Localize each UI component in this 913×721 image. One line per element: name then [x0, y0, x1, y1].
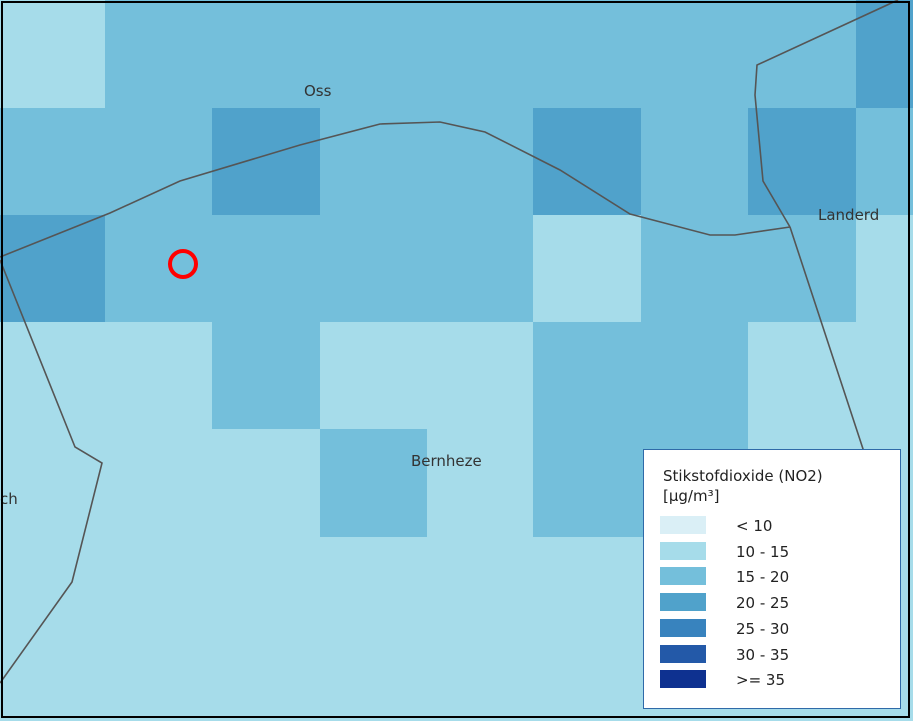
grid-cell: [212, 108, 320, 215]
municipal-boundaries: [0, 0, 899, 684]
grid-cell: [0, 537, 105, 644]
grid-cell: [427, 537, 533, 644]
legend-title: Stikstofdioxide (NO2) [µg/m³]: [663, 466, 823, 506]
legend-title-unit: [µg/m³]: [663, 487, 720, 505]
grid-cell: [748, 108, 856, 215]
grid-cell: [856, 215, 913, 322]
grid-cell: [427, 429, 533, 537]
grid-cell: [748, 215, 856, 322]
grid-cell: [533, 108, 641, 215]
legend: Stikstofdioxide (NO2) [µg/m³] < 10 10 - 1…: [643, 449, 901, 709]
grid-cell: [212, 0, 320, 108]
grid-cell: [533, 322, 641, 429]
legend-label: >= 35: [736, 671, 785, 690]
legend-swatch: [660, 567, 706, 586]
grid-cell: [856, 108, 913, 215]
legend-item: 20 - 25: [660, 593, 880, 613]
legend-label: 20 - 25: [736, 594, 790, 613]
legend-item: >= 35: [660, 670, 880, 690]
legend-item: 25 - 30: [660, 618, 880, 639]
grid-cell: [0, 322, 105, 429]
grid-cell: [212, 644, 320, 721]
legend-swatch: [660, 593, 706, 612]
legend-label: 10 - 15: [736, 542, 790, 561]
grid-cell: [533, 644, 641, 721]
legend-title-line1: Stikstofdioxide (NO2): [663, 467, 823, 485]
grid-cell: [856, 322, 913, 429]
grid-cell: [105, 644, 212, 721]
grid-cell: [641, 322, 748, 429]
grid-cell: [105, 322, 212, 429]
grid-cell: [748, 0, 856, 108]
grid-cell: [212, 429, 320, 537]
grid-cell: [320, 537, 427, 644]
grid-cell: [105, 108, 212, 215]
grid-cell: [641, 215, 748, 322]
place-label-partial-west: ch: [0, 490, 18, 508]
grid-cell: [533, 215, 641, 322]
legend-item: 10 - 15: [660, 541, 880, 562]
grid-cell: [320, 0, 427, 108]
grid-cell: [105, 0, 212, 108]
grid-cell: [856, 0, 913, 108]
place-label-bernheze: Bernheze: [411, 452, 482, 470]
grid-cell: [0, 429, 105, 537]
grid-cell: [0, 215, 105, 322]
legend-swatch: [660, 516, 706, 534]
grid-cell: [0, 108, 105, 215]
place-label-landerd: Landerd: [818, 206, 879, 224]
legend-label: 25 - 30: [736, 619, 790, 638]
grid-cell: [641, 0, 748, 108]
legend-swatch: [660, 644, 706, 663]
boundary-west: [0, 259, 103, 684]
grid-cell: [533, 0, 641, 108]
grid-cell: [427, 644, 533, 721]
grid-cell: [427, 108, 533, 215]
boundary-east: [789, 226, 866, 456]
grid-cell: [641, 108, 748, 215]
legend-item: < 10: [660, 516, 880, 536]
legend-label: 30 - 35: [736, 645, 790, 664]
grid-cell: [0, 644, 105, 721]
grid-cell: [105, 429, 212, 537]
legend-label: < 10: [736, 517, 773, 535]
boundary-north: [0, 121, 791, 258]
grid-cell: [320, 644, 427, 721]
grid-cell: [533, 537, 641, 644]
grid-cell: [105, 537, 212, 644]
grid-cell: [427, 322, 533, 429]
grid-cell: [320, 215, 427, 322]
grid-cell: [320, 108, 427, 215]
grid-cell: [427, 0, 533, 108]
grid-cell: [212, 322, 320, 429]
grid-cell: [320, 322, 427, 429]
grid-cell: [212, 537, 320, 644]
grid-cell: [0, 0, 105, 108]
location-marker[interactable]: [168, 249, 198, 279]
boundary-east-north: [754, 0, 899, 228]
legend-swatch: [660, 618, 706, 637]
grid-cell: [320, 429, 427, 537]
legend-swatch: [660, 541, 706, 560]
place-label-oss: Oss: [304, 82, 332, 100]
grid-cell: [212, 215, 320, 322]
legend-label: 15 - 20: [736, 568, 790, 587]
grid-cell: [427, 215, 533, 322]
grid-cell: [533, 429, 641, 537]
legend-item: 30 - 35: [660, 644, 880, 665]
legend-item: 15 - 20: [660, 567, 880, 587]
grid-cell: [748, 322, 856, 429]
legend-swatch: [660, 670, 706, 689]
